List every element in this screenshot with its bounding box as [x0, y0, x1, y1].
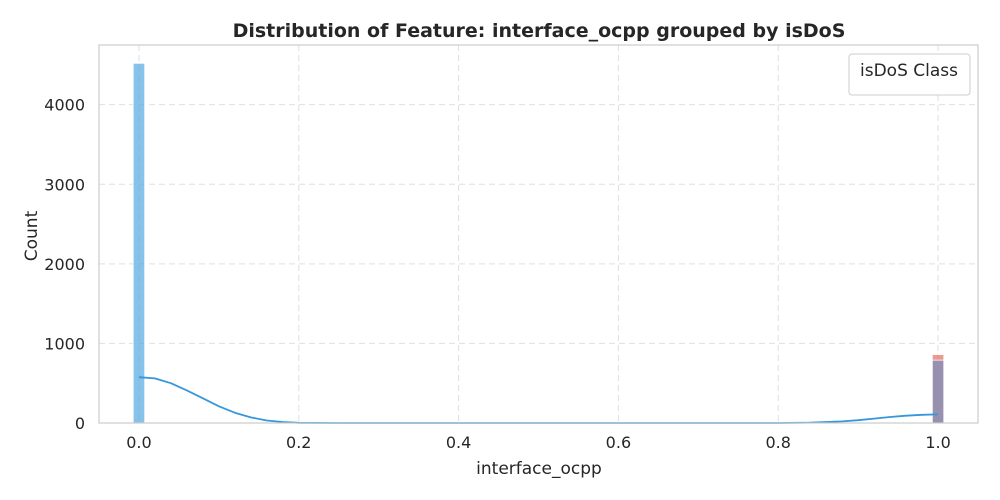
y-axis-label: Count [22, 210, 42, 261]
chart-title: Distribution of Feature: interface_ocpp … [233, 20, 846, 42]
x-axis-label: interface_ocpp [476, 459, 602, 479]
grid-lines [99, 45, 978, 424]
y-tick-label: 0 [75, 414, 85, 433]
x-tick-label: 1.0 [925, 433, 950, 452]
kde-curves [138, 376, 939, 424]
kde-line [138, 376, 939, 424]
legend-title: isDoS Class [860, 61, 958, 81]
y-tick-label: 3000 [44, 175, 85, 194]
y-axis-ticks: 0 1000 2000 3000 4000 [44, 96, 85, 433]
bar-2 [931, 359, 945, 424]
histogram-bars [132, 62, 945, 424]
bar-0 [132, 62, 146, 424]
y-tick-label: 1000 [44, 334, 85, 353]
x-tick-label: 0.2 [286, 433, 311, 452]
plot-frame [98, 44, 979, 424]
legend: isDoS Class [848, 53, 971, 96]
x-tick-label: 0.8 [766, 433, 791, 452]
y-tick-label: 2000 [44, 255, 85, 274]
x-tick-label: 0.0 [126, 433, 151, 452]
legend-box [848, 53, 971, 96]
y-tick-label: 4000 [44, 96, 85, 115]
x-axis-ticks: 0.0 0.2 0.4 0.6 0.8 1.0 [126, 433, 951, 452]
x-tick-label: 0.6 [606, 433, 631, 452]
x-tick-label: 0.4 [446, 433, 471, 452]
